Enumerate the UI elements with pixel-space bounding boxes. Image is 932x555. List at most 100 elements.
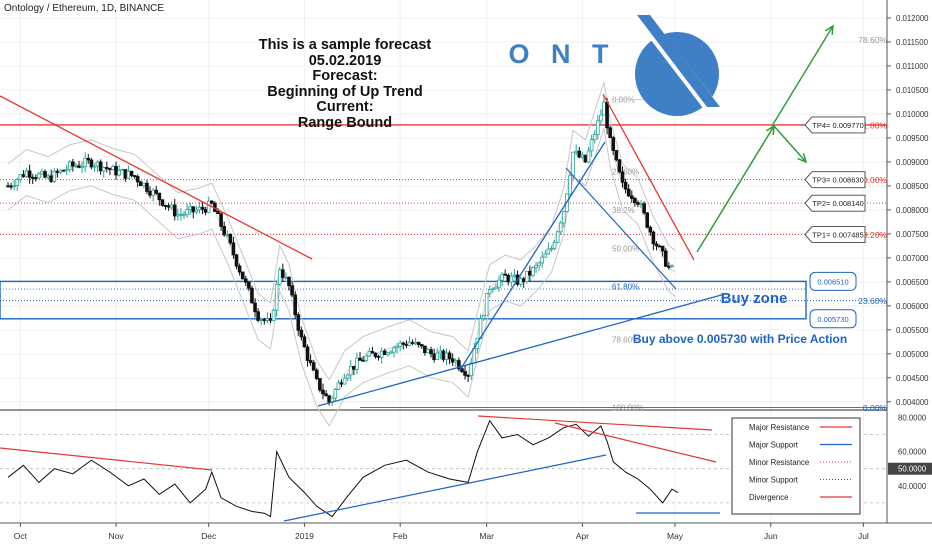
- candle-body: [633, 198, 637, 204]
- candle-body: [580, 154, 585, 158]
- target-box: [804, 116, 866, 134]
- candle-body: [528, 270, 532, 276]
- candle-body: [568, 175, 572, 195]
- candle-body: [404, 343, 409, 346]
- osc-current-tag: [888, 462, 932, 475]
- candle-body: [611, 137, 616, 151]
- candle-body: [453, 360, 458, 363]
- candle-body: [546, 248, 551, 255]
- x-tick-label: 2019: [295, 531, 314, 541]
- candle-body: [571, 151, 575, 177]
- target-label: TP3= 0.008630: [812, 176, 864, 185]
- legend: Major Resistance Major Support Minor Resis…: [731, 417, 861, 515]
- candle-body: [386, 352, 390, 355]
- candle-body: [61, 169, 66, 172]
- candle-body: [670, 265, 674, 268]
- candle-body: [142, 182, 146, 187]
- candle-body: [506, 274, 511, 283]
- candle-body: [299, 329, 304, 338]
- x-tick-label: Jun: [764, 531, 778, 541]
- candle-body: [602, 101, 606, 116]
- candle-body: [15, 179, 20, 186]
- candle-body: [277, 269, 282, 285]
- candle-body: [219, 213, 223, 227]
- candle-body: [352, 366, 356, 370]
- candle-body: [225, 233, 230, 236]
- fib-inner-label: 61.80%: [612, 283, 639, 292]
- y-tick-label: 0.009000: [896, 158, 929, 167]
- candle-body: [339, 382, 344, 385]
- candle-body: [71, 161, 75, 167]
- candle-body: [176, 214, 180, 217]
- candle-body: [531, 267, 535, 276]
- candle-body: [203, 208, 208, 213]
- fib-right-label: 61.80%: [858, 120, 887, 130]
- fib-inner-label: 23.60%: [612, 168, 639, 177]
- candle-body: [216, 211, 220, 215]
- candle-body: [500, 273, 504, 281]
- candle-body: [92, 165, 97, 168]
- candle-body: [154, 189, 159, 194]
- candle-body: [491, 288, 495, 291]
- zone-box: [809, 309, 857, 329]
- candle-body: [138, 181, 143, 187]
- candle-body: [423, 345, 427, 354]
- candle-body: [240, 271, 245, 280]
- downtrend-resistance: [0, 95, 313, 260]
- candle-body: [315, 369, 319, 379]
- candle-body: [40, 171, 44, 175]
- candle-body: [157, 192, 162, 201]
- candle-body: [617, 159, 622, 173]
- osc-divergence-2: [477, 415, 713, 431]
- candle-body: [268, 318, 273, 321]
- candle-body: [98, 161, 103, 172]
- candle-body: [305, 346, 310, 361]
- target-box: [804, 194, 866, 212]
- candle-body: [256, 311, 260, 321]
- candle-body: [345, 374, 350, 379]
- candle-body: [49, 175, 54, 182]
- candle-body: [537, 262, 541, 266]
- candle-body: [247, 281, 251, 289]
- x-tick-label: Oct: [14, 531, 28, 541]
- candle-body: [148, 191, 152, 196]
- zone-box: [809, 271, 857, 291]
- forecast-line: This is a sample forecast: [258, 37, 432, 53]
- candle-body: [367, 351, 372, 357]
- candle-body: [382, 350, 387, 355]
- candle-body: [262, 319, 267, 321]
- candle-body: [494, 286, 498, 290]
- candle-body: [355, 357, 359, 370]
- candle-body: [379, 350, 384, 358]
- candle-body: [512, 274, 517, 277]
- candle-body: [596, 120, 600, 136]
- target-boxes: TP4= 0.009770 TP3= 0.008630 TP2= 0.008140 T…: [804, 116, 866, 329]
- x-tick-label: Nov: [109, 531, 125, 541]
- y-tick-label: 0.010500: [896, 86, 929, 95]
- candle-body: [86, 157, 91, 161]
- candle-body: [361, 359, 365, 362]
- forecast-text: This is a sample forecast 05.02.2019 For…: [240, 37, 450, 131]
- candle-body: [663, 250, 668, 267]
- osc-divergence-1: [0, 447, 213, 471]
- candle-body: [336, 382, 341, 390]
- candle-body: [472, 348, 477, 364]
- fib-inner-label: 78.60%: [612, 335, 639, 344]
- forecast-line: Forecast:: [312, 68, 378, 84]
- candle-body: [89, 159, 94, 168]
- fib-inner-label: 50.00%: [612, 244, 639, 253]
- candle-body: [608, 127, 612, 139]
- candle-body: [243, 278, 248, 283]
- legend-label: Minor Support: [749, 476, 799, 485]
- candle-body: [358, 357, 362, 361]
- candle-body: [629, 195, 634, 199]
- candle-body: [163, 204, 168, 207]
- candle-body: [509, 275, 514, 283]
- candle-body: [645, 212, 650, 228]
- candle-body: [577, 150, 582, 158]
- candle-body: [327, 395, 331, 403]
- candle-body: [9, 185, 13, 188]
- candle-body: [24, 170, 29, 178]
- bollinger-lower: [7, 128, 676, 427]
